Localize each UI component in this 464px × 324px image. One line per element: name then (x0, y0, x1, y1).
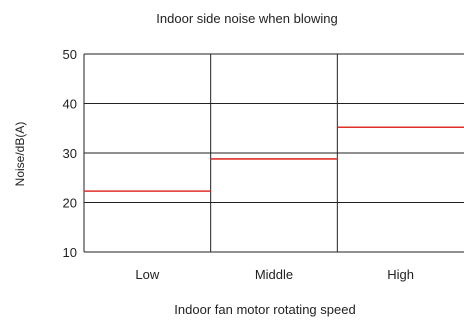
x-tick-label: High (387, 267, 414, 282)
series-marks (84, 126, 464, 192)
y-tick-labels: 10 20 30 40 50 (63, 47, 77, 260)
y-tick-label: 30 (63, 146, 77, 161)
y-tick-label: 40 (63, 97, 77, 112)
y-axis-label: Noise/dB(A) (13, 122, 27, 187)
y-tick-label: 20 (63, 196, 77, 211)
x-axis-label: Indoor fan motor rotating speed (174, 302, 355, 317)
y-tick-label: 50 (63, 47, 77, 62)
grid (83, 53, 464, 253)
x-category-labels: Low Middle High (135, 267, 414, 282)
x-tick-label: Low (135, 267, 159, 282)
x-tick-label: Middle (255, 267, 293, 282)
y-tick-label: 10 (63, 245, 77, 260)
chart-title: Indoor side noise when blowing (156, 11, 337, 26)
